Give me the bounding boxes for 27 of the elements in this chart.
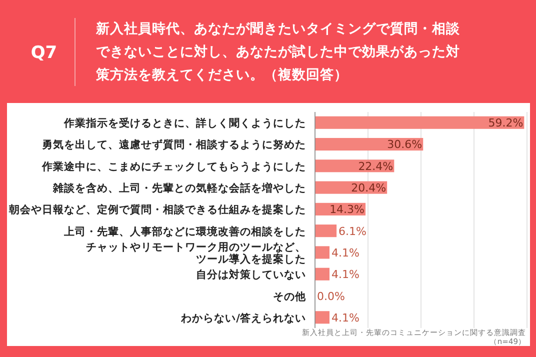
y-tick-label: 朝会や日報など、定例で質問・相談できる仕組みを提案した [8,203,306,216]
y-tick-label: その他 [273,290,307,303]
data-label: 30.6% [387,138,422,152]
text: Q7 [30,43,58,63]
data-label: 6.1% [338,224,367,238]
data-label: 4.1% [331,311,360,324]
bar [315,268,330,280]
data-label: 4.1% [331,246,360,260]
y-tick-label: わからない/答えられない [180,311,306,324]
y-tick-label: チャットやリモートワーク用のツールなど、ツール導入を提案した [86,241,306,266]
bar [315,311,330,324]
chart-title: 新入社員時代、あなたが聞きたいタイミングで質問・相談できないことに対し、あなたが試した中で効果があった対策方法を教えてください。（複数回答） [95,20,461,83]
data-label: 20.4% [351,182,386,195]
y-tick-label: 自分は対策していない [196,268,306,282]
y-tick-label: 勇気を出して、遠慮せず質問・相談するように努めた [41,138,306,152]
bar [315,224,337,238]
y-tick-label: 上司・先輩、人事部などに環境改善の相談をした [63,224,306,238]
data-label: 0.0% [317,290,345,303]
y-tick-label: 雑談を含め、上司・先輩との気軽な会話を増やした [52,182,306,195]
data-label: 4.1% [331,268,360,282]
y-tick-label: 作業指示を受けるときに、詳しく聞くようにした [63,116,306,130]
data-label: 14.3% [330,203,365,216]
bar [315,116,524,129]
y-tick-label: 作業途中に、こまめにチェックしてもらうようにした [41,160,306,173]
data-label: 59.2% [488,116,524,130]
bar [315,246,330,259]
data-label: 22.4% [358,160,394,173]
